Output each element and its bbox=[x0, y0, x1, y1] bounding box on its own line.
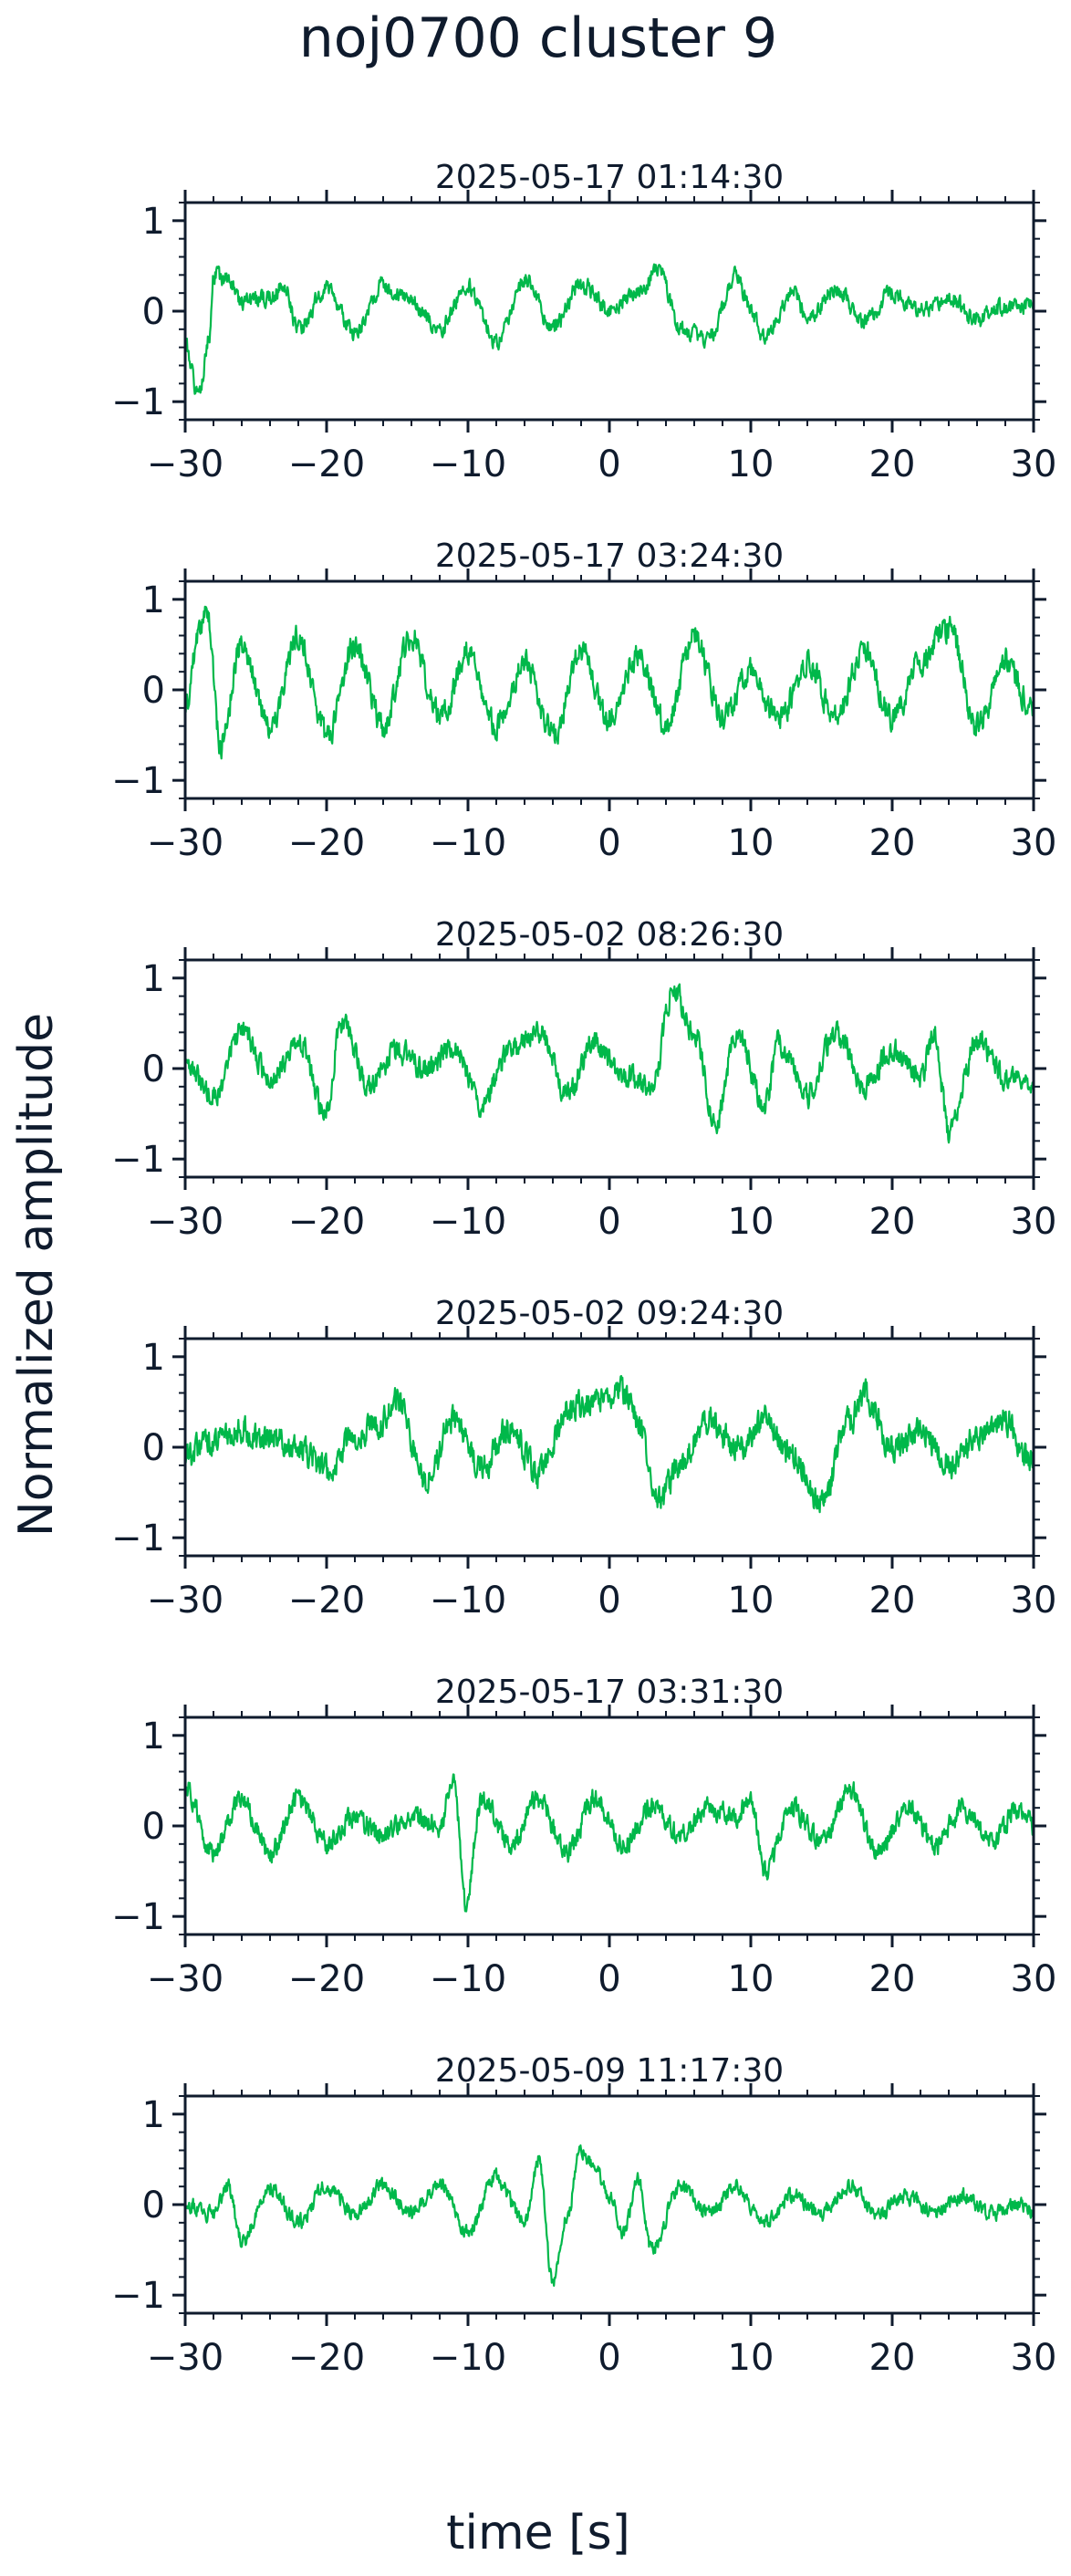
y-tick-label: 1 bbox=[142, 2094, 165, 2136]
y-tick-label: 1 bbox=[142, 1337, 165, 1379]
x-tick-label: −30 bbox=[147, 822, 224, 864]
x-tick-label: 0 bbox=[598, 822, 620, 864]
y-tick-label: −1 bbox=[111, 2275, 165, 2317]
x-tick-label: −30 bbox=[147, 1580, 224, 1622]
y-tick-label: 0 bbox=[142, 291, 165, 333]
x-tick-label: 20 bbox=[869, 1580, 916, 1622]
panel-4: 2025-05-02 09:24:30−30 −20 −10 0 10 20 30−101 bbox=[111, 1295, 1056, 1622]
y-tick-label: 1 bbox=[142, 1716, 165, 1757]
y-tick-label: 0 bbox=[142, 1806, 165, 1848]
x-tick-label: 10 bbox=[728, 822, 775, 864]
x-tick-label: 20 bbox=[869, 443, 916, 485]
panel-1: 2025-05-17 01:14:30−30 −20 −10 0 10 20 30−101 bbox=[111, 159, 1056, 485]
x-tick-label: 30 bbox=[1011, 2337, 1057, 2379]
x-tick-label: 10 bbox=[728, 443, 775, 485]
y-tick-label: 0 bbox=[142, 1427, 165, 1469]
y-tick-label: 0 bbox=[142, 1048, 165, 1090]
x-tick-label: 0 bbox=[598, 1580, 620, 1622]
x-tick-label: 30 bbox=[1011, 822, 1057, 864]
x-tick-label: −10 bbox=[430, 2337, 506, 2379]
x-tick-label: −10 bbox=[430, 1201, 506, 1243]
x-tick-label: −20 bbox=[288, 443, 365, 485]
x-tick-label: 20 bbox=[869, 1201, 916, 1243]
x-tick-label: 10 bbox=[728, 1958, 775, 2000]
x-tick-label: 0 bbox=[598, 443, 620, 485]
x-tick-label: 30 bbox=[1011, 443, 1057, 485]
waveform-trace bbox=[183, 263, 1035, 395]
x-tick-label: 10 bbox=[728, 1201, 775, 1243]
y-tick-label: −1 bbox=[111, 760, 165, 802]
x-tick-label: 10 bbox=[728, 1580, 775, 1622]
y-tick-label: 1 bbox=[142, 958, 165, 1000]
y-tick-label: −1 bbox=[111, 1896, 165, 1938]
x-tick-label: 0 bbox=[598, 2337, 620, 2379]
x-tick-label: 30 bbox=[1011, 1580, 1057, 1622]
panels: 2025-05-17 01:14:30−30 −20 −10 0 10 20 30−1012… bbox=[111, 159, 1056, 2379]
x-tick-label: 10 bbox=[728, 2337, 775, 2379]
x-tick-label: −10 bbox=[430, 443, 506, 485]
x-tick-label: −20 bbox=[288, 1201, 365, 1243]
waveform-trace bbox=[183, 1374, 1035, 1514]
x-tick-label: −30 bbox=[147, 443, 224, 485]
x-tick-label: −20 bbox=[288, 822, 365, 864]
x-tick-label: −20 bbox=[288, 2337, 365, 2379]
x-tick-label: 20 bbox=[869, 822, 916, 864]
x-tick-label: −10 bbox=[430, 822, 506, 864]
x-tick-label: 0 bbox=[598, 1958, 620, 2000]
x-tick-label: −30 bbox=[147, 1958, 224, 2000]
x-tick-label: 30 bbox=[1011, 1958, 1057, 2000]
x-tick-label: −20 bbox=[288, 1958, 365, 2000]
y-tick-label: −1 bbox=[111, 1517, 165, 1559]
y-tick-label: 0 bbox=[142, 670, 165, 712]
y-tick-label: 1 bbox=[142, 579, 165, 621]
panel-2: 2025-05-17 03:24:30−30 −20 −10 0 10 20 30−101 bbox=[111, 537, 1056, 864]
panel-3: 2025-05-02 08:26:30−30 −20 −10 0 10 20 30−101 bbox=[111, 916, 1056, 1243]
x-tick-label: 20 bbox=[869, 1958, 916, 2000]
panel-5: 2025-05-17 03:31:30−30 −20 −10 0 10 20 30−101 bbox=[111, 1674, 1056, 2000]
x-tick-label: 30 bbox=[1011, 1201, 1057, 1243]
x-tick-label: 0 bbox=[598, 1201, 620, 1243]
x-tick-label: −10 bbox=[430, 1958, 506, 2000]
y-tick-label: −1 bbox=[111, 1139, 165, 1181]
x-tick-label: −30 bbox=[147, 1201, 224, 1243]
waveform-trace bbox=[184, 1773, 1035, 1913]
waveform-trace bbox=[183, 983, 1035, 1144]
x-tick-label: 20 bbox=[869, 2337, 916, 2379]
y-tick-label: −1 bbox=[111, 381, 165, 423]
panel-6: 2025-05-09 11:17:30−30 −20 −10 0 10 20 30−101 bbox=[111, 2052, 1056, 2379]
figure-ylabel: Normalized amplitude bbox=[9, 1013, 64, 1537]
x-tick-label: −20 bbox=[288, 1580, 365, 1622]
x-tick-label: −30 bbox=[147, 2337, 224, 2379]
figure-title: noj0700 cluster 9 bbox=[299, 6, 777, 70]
figure-xlabel: time [s] bbox=[446, 2506, 630, 2560]
waveform-trace bbox=[183, 605, 1035, 760]
y-tick-label: 1 bbox=[142, 201, 165, 243]
x-tick-label: −10 bbox=[430, 1580, 506, 1622]
y-tick-label: 0 bbox=[142, 2185, 165, 2227]
waveform-trace bbox=[183, 2144, 1035, 2287]
